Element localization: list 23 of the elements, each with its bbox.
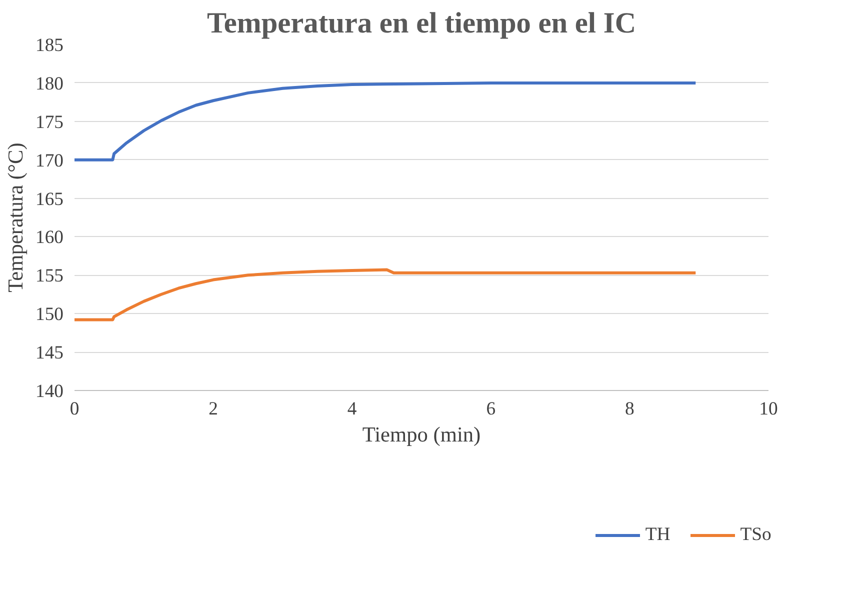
x-tick-label: 2: [208, 398, 218, 420]
x-tick-label: 10: [759, 398, 778, 420]
y-tick-label: 155: [36, 266, 64, 287]
y-tick-label: 170: [36, 150, 64, 172]
x-tick-label: 0: [70, 398, 80, 420]
y-tick-label: 160: [36, 227, 64, 248]
chart-title: Temperatura en el tiempo en el IC: [207, 8, 636, 40]
y-tick-label: 145: [36, 342, 64, 364]
y-tick-label: 140: [36, 381, 64, 402]
y-tick-label: 175: [36, 112, 64, 133]
y-tick-label: 150: [36, 304, 64, 326]
x-tick-label: 6: [486, 398, 496, 420]
line-series: [74, 81, 698, 162]
x-tick-label: 8: [625, 398, 634, 420]
y-axis-title: Temperatura (°C): [4, 142, 28, 292]
legend-label: TH: [645, 524, 670, 546]
y-tick-label: 180: [36, 73, 64, 94]
x-axis-title: Tiempo (min): [362, 422, 481, 446]
legend-label: TSo: [740, 524, 772, 546]
y-tick-label: 165: [36, 188, 64, 210]
y-tick-label: 185: [36, 35, 64, 56]
line-series: [74, 268, 698, 322]
x-tick-label: 4: [347, 398, 358, 420]
